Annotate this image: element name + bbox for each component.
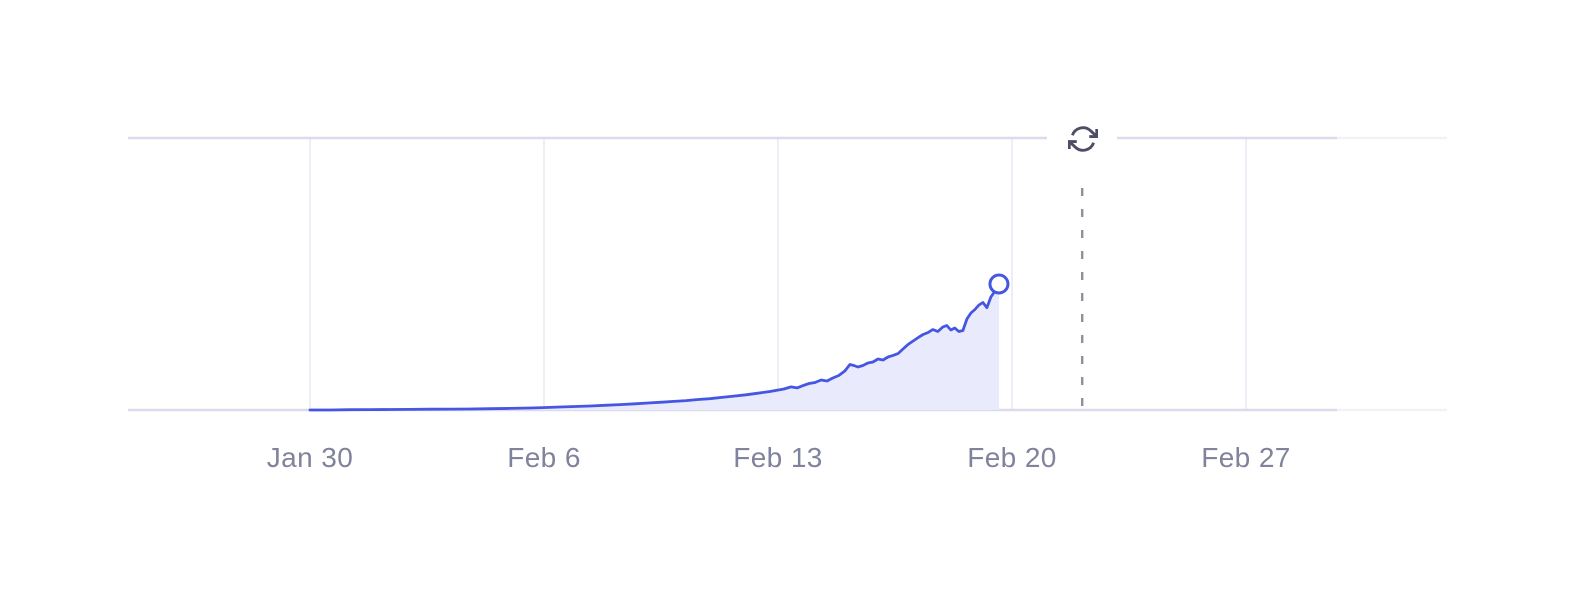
series-area	[310, 284, 999, 410]
refresh-button[interactable]	[1065, 121, 1101, 157]
x-tick-label: Feb 27	[1201, 442, 1291, 473]
series-end-marker[interactable]	[988, 273, 1010, 295]
x-tick-label: Jan 30	[266, 442, 354, 473]
refresh-icon	[1068, 126, 1098, 152]
x-tick-label: Feb 20	[967, 442, 1057, 473]
x-tick-label: Feb 6	[507, 442, 581, 473]
series-line[interactable]	[308, 282, 1001, 412]
x-tick-label: Feb 13	[733, 442, 823, 473]
